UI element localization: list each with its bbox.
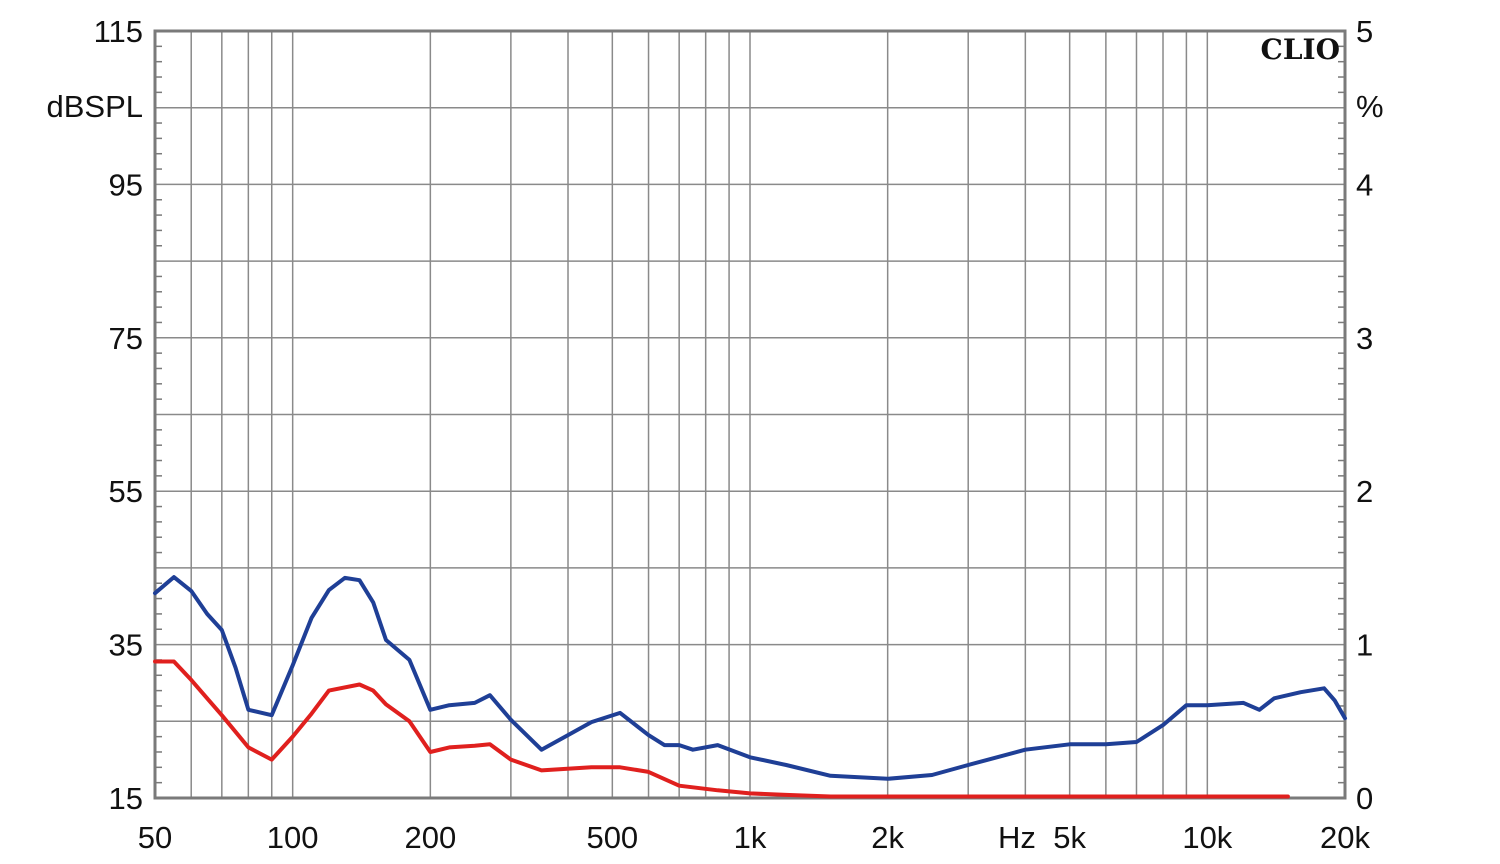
right-tick-label: 4: [1356, 167, 1373, 202]
data-series: [153, 575, 1347, 799]
left-tick-label: 15: [109, 781, 143, 816]
left-tick-label: 75: [109, 321, 143, 356]
x-tick-label: 50: [138, 820, 172, 855]
right-axis-label: %: [1356, 89, 1384, 124]
right-tick-label: 2: [1356, 474, 1373, 509]
x-tick-label: 2k: [871, 820, 904, 855]
right-tick-label: 3: [1356, 321, 1373, 356]
x-tick-label: 1k: [734, 820, 767, 855]
left-axis-tick-labels: 115 95 75 55 35 15: [94, 14, 143, 816]
plot-frame: [153, 29, 1347, 800]
right-tick-label: 1: [1356, 628, 1373, 663]
left-tick-label: 55: [109, 474, 143, 509]
thd-curve-red: [153, 659, 1290, 799]
x-tick-label: 20k: [1320, 820, 1370, 855]
right-tick-label: 5: [1356, 14, 1373, 49]
left-tick-label: 35: [109, 628, 143, 663]
right-tick-label: 0: [1356, 781, 1373, 816]
left-tick-label: 115: [94, 14, 143, 49]
x-tick-label: 5k: [1053, 820, 1086, 855]
grid-lines: [155, 31, 1345, 798]
clio-logo: CLIO: [1261, 33, 1340, 66]
x-tick-label: 10k: [1182, 820, 1232, 855]
x-tick-label: 100: [267, 820, 319, 855]
spl-curve-blue: [153, 575, 1347, 781]
x-tick-label: 200: [404, 820, 456, 855]
left-tick-label: 95: [109, 167, 143, 202]
right-axis-tick-labels: 5 4 3 2 1 0: [1356, 14, 1373, 816]
x-axis-tick-labels: 50 100 200 500 1k 2k 5k 10k 20k: [138, 820, 1371, 855]
x-tick-label: 500: [586, 820, 638, 855]
left-axis-label: dBSPL: [46, 89, 143, 124]
x-axis-label: Hz: [998, 820, 1036, 855]
